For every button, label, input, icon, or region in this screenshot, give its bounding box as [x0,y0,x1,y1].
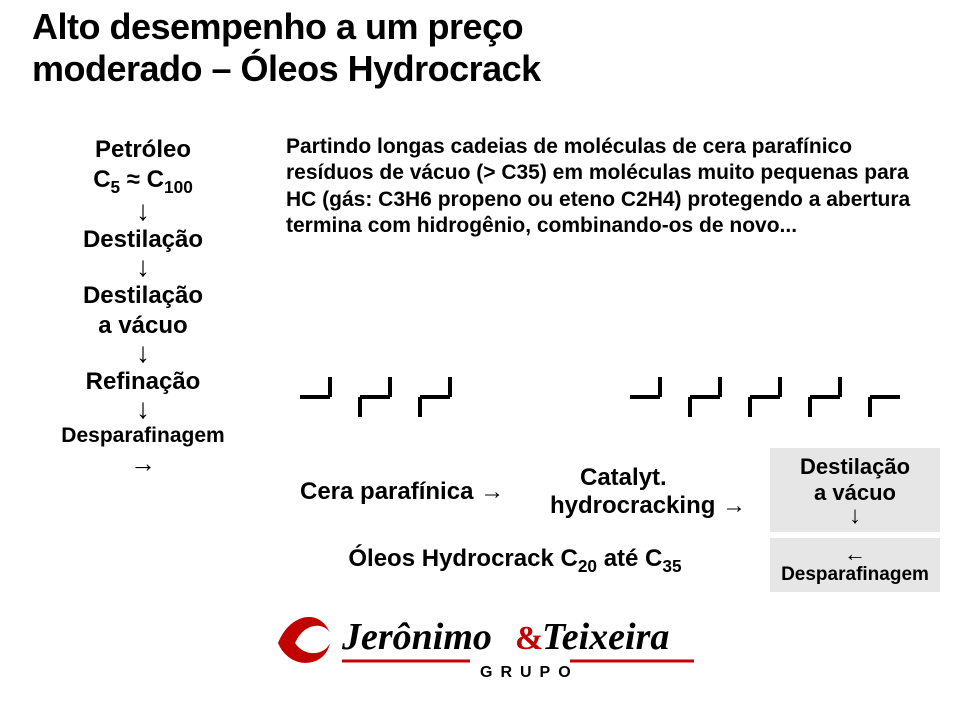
right-arrow-icon: → [28,450,258,476]
caption-hydrocracking: hydrocracking → [550,492,746,520]
down-arrow-icon: ↓ [780,506,930,526]
hc-sub1: 20 [578,556,597,576]
flow-step: a vácuo [28,312,258,340]
hc-prefix: Óleos Hydrocrack C [348,545,577,572]
flow-step: Desparafinagem [28,424,258,448]
left-arrow-icon: ← [780,544,930,564]
despar-text: Desparafinagem [781,564,929,585]
hydrocrack-range: Óleos Hydrocrack C20 até C35 [300,545,730,577]
down-arrow-icon: ↓ [28,396,258,422]
flow-step: Destilação [28,226,258,254]
caption-catalyt: Catalyt. [580,464,667,492]
page: Alto desempenho a um preço moderado – Ól… [0,0,960,701]
down-arrow-icon: ↓ [28,340,258,366]
flow-step: Destilação [28,282,258,310]
svg-text:&: & [515,620,543,657]
flow-step: Petróleo [28,136,258,164]
svg-text:Jerônimo: Jerônimo [341,616,492,658]
down-arrow-icon: ↓ [28,254,258,280]
title-line-1: Alto desempenho a um preço [32,6,932,48]
hc-sub2: 35 [662,556,681,576]
destil-line1: Destilação [800,454,910,479]
svg-text:GRUPO: GRUPO [480,664,579,681]
hc-mid: até C [597,545,662,572]
caption-cera: Cera parafínica → [300,478,504,506]
molecule-left [300,362,490,432]
title-line-2: moderado – Óleos Hydrocrack [32,48,932,90]
svg-text:Teixeira: Teixeira [542,616,669,658]
down-arrow-icon: ↓ [28,198,258,224]
company-logo: Jerônimo&Teixeira GRUPO [270,603,700,693]
process-flow-left: PetróleoC5 ≈ C100↓Destilação↓Destilaçãoa… [28,136,258,478]
flow-step: Refinação [28,368,258,396]
description-paragraph: Partindo longas cadeias de moléculas de … [286,134,926,239]
box-destilacao-vacuo: Destilação a vácuo ↓ [770,448,940,532]
molecule-diagram [300,342,920,452]
box-desparafinagem: ← Desparafinagem [770,538,940,592]
flow-formula: C5 ≈ C100 [28,166,258,198]
page-title: Alto desempenho a um preço moderado – Ól… [32,6,932,90]
molecule-right [630,362,920,432]
